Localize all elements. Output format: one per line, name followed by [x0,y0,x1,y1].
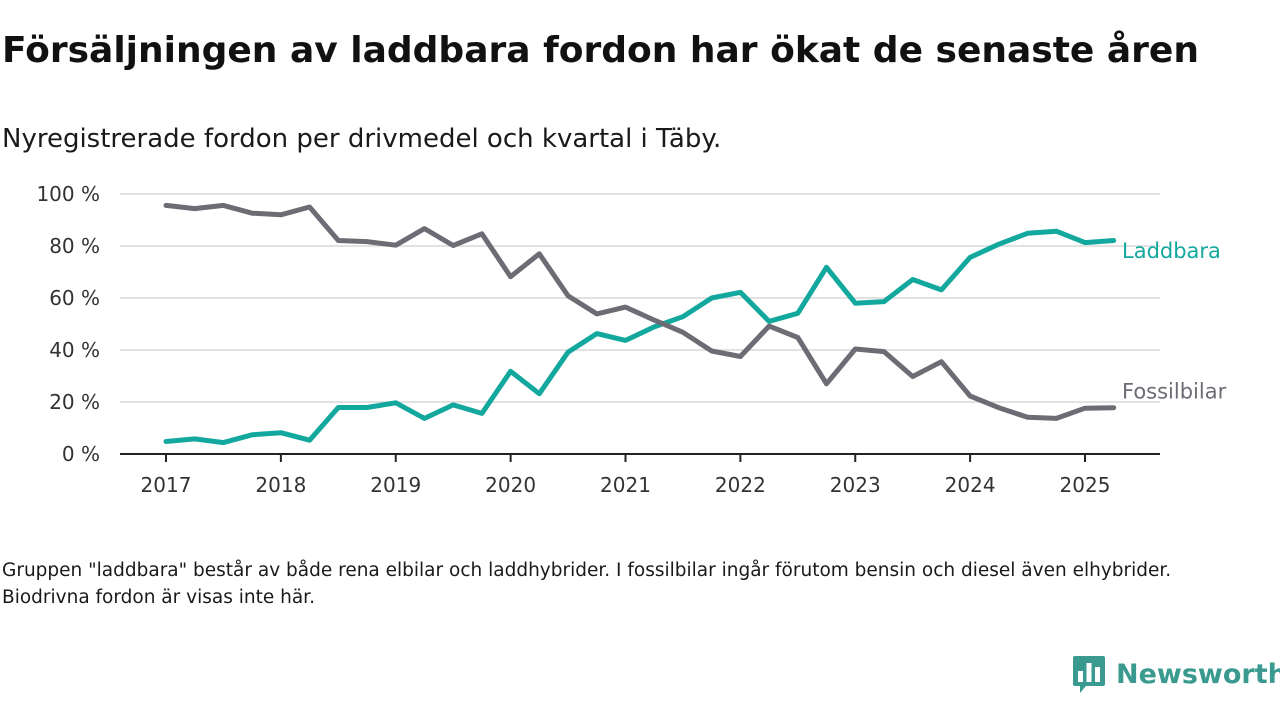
y-tick-label: 40 % [49,338,100,362]
brand-name: Newsworthy [1116,658,1280,690]
x-tick-label: 2019 [370,473,421,497]
x-tick-label: 2024 [945,473,996,497]
x-tick-label: 2025 [1060,473,1111,497]
x-tick-label: 2022 [715,473,766,497]
series-line-fossilbilar [163,202,1117,421]
series-line-laddbara [163,228,1117,446]
chart-subtitle: Nyregistrerade fordon per drivmedel och … [2,124,722,154]
newsworthy-logo-icon [1073,656,1105,693]
gridlines [120,193,1160,403]
series-label-laddbara: Laddbara [1122,239,1221,263]
line-chart: 0 % 20 % 40 % 60 % 80 % 100 % 2017 2018 2019 202… [36,182,1227,497]
y-tick-label: 60 % [49,286,100,310]
series-label-fossilbilar: Fossilbilar [1122,380,1227,404]
y-axis-labels: 0 % 20 % 40 % 60 % 80 % 100 % [36,182,100,466]
y-tick-label: 0 % [62,442,100,466]
x-tick-label: 2018 [255,473,306,497]
x-axis: 2017 2018 2019 2020 2021 2022 2023 2024 2025 [120,453,1160,497]
footnote: Gruppen "laddbara" består av både rena e… [2,560,1172,608]
y-tick-label: 20 % [49,390,100,414]
x-tick-label: 2021 [600,473,651,497]
series-lines [163,202,1117,446]
x-tick-label: 2017 [141,473,192,497]
x-tick-label: 2023 [830,473,881,497]
y-tick-label: 100 % [36,182,100,206]
x-tick-label: 2020 [485,473,536,497]
brand-logo: Newsworthy [1072,654,1280,694]
chart-title: Försäljningen av laddbara fordon har öka… [2,30,1199,71]
series-labels: Laddbara Fossilbilar [1122,239,1227,403]
y-tick-label: 80 % [49,234,100,258]
